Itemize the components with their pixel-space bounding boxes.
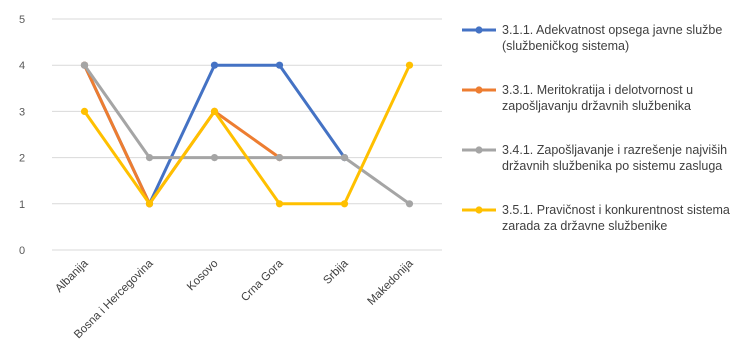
legend: 3.1.1. Adekvatnost opsega javne službe (s… [462,23,730,233]
legend-label: 3.4.1. Zapošljavanje i razrešenje najviš… [502,143,727,157]
x-category-label: Srbija [321,257,351,287]
series-1 [80,61,349,208]
legend-label: 3.1.1. Adekvatnost opsega javne službe [502,23,722,37]
data-point [275,154,284,162]
legend-item: 3.3.1. Meritokratija i delotvornost u zap… [462,83,693,113]
data-point [80,61,89,69]
y-tick-label: 1 [19,199,25,211]
data-point [145,154,154,162]
legend-item: 3.4.1. Zapošljavanje i razrešenje najviš… [462,143,727,173]
y-tick-label: 4 [19,60,25,72]
data-point [145,200,154,208]
data-point [405,61,414,69]
data-point [405,200,414,208]
y-tick-label: 2 [19,153,25,165]
data-point [340,200,349,208]
data-point [340,154,349,162]
data-point [275,61,284,69]
data-point [80,107,89,115]
series-line [83,63,346,206]
data-point [275,200,284,208]
data-point [210,61,219,69]
y-axis-tick-labels: 0 1 2 3 4 5 [19,14,25,257]
legend-swatch-marker [475,206,483,214]
x-category-label: Kosovo [185,258,221,294]
legend-swatch-marker [475,86,483,94]
series-lines [80,61,414,208]
y-tick-label: 3 [19,106,25,118]
y-tick-label: 0 [19,245,25,257]
x-category-label: Albanija [53,257,91,295]
x-category-label: Crna Gora [239,257,286,304]
legend-swatch-marker [475,26,483,34]
legend-label: zarada za državne službenike [502,219,667,233]
legend-item: 3.1.1. Adekvatnost opsega javne službe (s… [462,23,722,53]
data-point [210,107,219,115]
x-category-label: Makedonija [366,257,417,308]
legend-swatch-marker [475,146,483,154]
legend-label: državnih službenika po sistemu zasluga [502,159,722,173]
legend-label: 3.5.1. Pravičnost i konkurentnost sistem… [502,203,730,217]
legend-label: (službeničkog sistema) [502,39,629,53]
y-tick-label: 5 [19,14,25,26]
legend-label: zapošljavanju državnih službenika [502,99,691,113]
series-4 [80,61,414,208]
legend-item: 3.5.1. Pravičnost i konkurentnost sistem… [462,203,730,233]
data-point [210,154,219,162]
legend-label: 3.3.1. Meritokratija i delotvornost u [502,83,693,97]
series-line [83,63,411,206]
